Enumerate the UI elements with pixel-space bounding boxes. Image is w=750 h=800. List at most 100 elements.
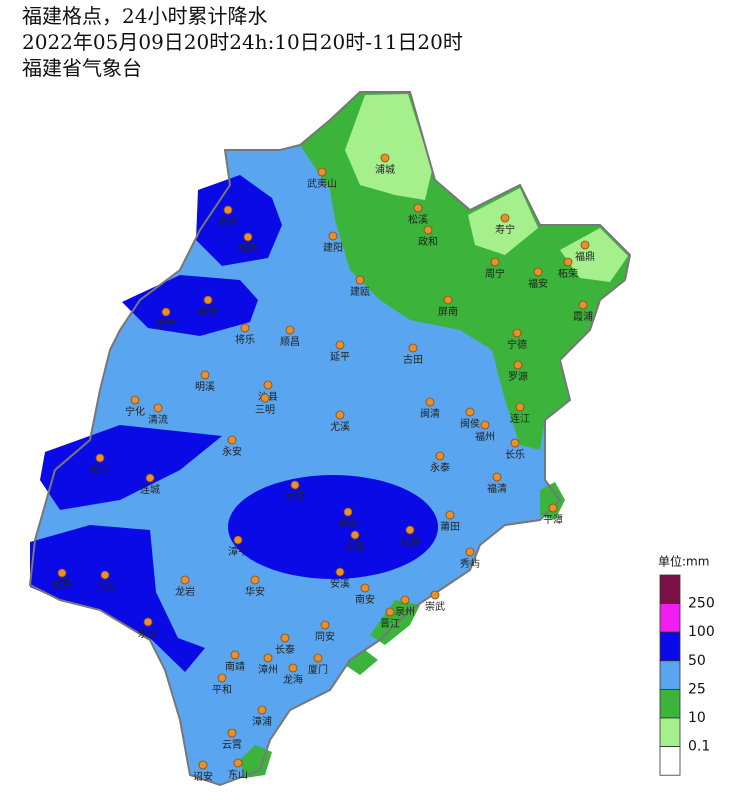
city-label: 长乐 — [505, 449, 525, 461]
city-dot — [317, 167, 327, 177]
city-label: 武平 — [52, 578, 72, 591]
city-label: 霞浦 — [573, 310, 593, 323]
city-label: 长汀 — [90, 464, 110, 476]
city-label: 古田 — [403, 353, 423, 366]
city-label: 罗源 — [508, 370, 528, 383]
dark-blue-area — [122, 275, 258, 336]
city-dot — [343, 507, 353, 517]
city-label: 永安 — [222, 445, 242, 458]
city-label: 华安 — [245, 585, 265, 598]
city-label: 漳州 — [258, 663, 278, 676]
city-dot — [350, 530, 360, 540]
city-dot — [328, 231, 338, 241]
city-label: 周宁 — [485, 267, 505, 280]
city-label: 泉州 — [395, 605, 415, 618]
city-dot — [510, 438, 520, 448]
city-dot — [580, 240, 590, 250]
city-dot — [335, 410, 345, 420]
city-dot — [435, 451, 445, 461]
city-label: 上杭 — [95, 580, 115, 593]
city-dot — [533, 267, 543, 277]
dark-blue-area — [30, 525, 205, 672]
city-dot — [490, 257, 500, 267]
rain-areas — [30, 92, 630, 785]
city-dot — [263, 653, 273, 663]
city-dot — [578, 300, 588, 310]
light-green-area — [345, 94, 432, 200]
city-dot — [465, 407, 475, 417]
dark-blue-area — [40, 425, 222, 510]
dark-blue-area — [228, 475, 438, 579]
city-dot — [285, 325, 295, 335]
city-dot — [57, 568, 67, 578]
city-label: 大田 — [285, 490, 305, 503]
city-dot — [95, 453, 105, 463]
city-dot — [280, 633, 290, 643]
city-label: 晋江 — [380, 618, 400, 630]
title-line: 2022年05月09日20时24h:10日20时-11日20时 — [22, 30, 463, 54]
city-dot — [335, 567, 345, 577]
city-label: 诏安 — [193, 770, 213, 783]
legend-swatch — [659, 746, 681, 776]
city-label: 宁德 — [507, 338, 527, 351]
city-dot — [385, 607, 395, 617]
city-label: 延平 — [330, 351, 350, 363]
city-dot — [313, 653, 323, 663]
city-dot — [423, 225, 433, 235]
city-label: 龙岩 — [175, 585, 195, 598]
city-dot — [130, 395, 140, 405]
city-label: 泰宁 — [198, 305, 218, 318]
city-dot — [443, 295, 453, 305]
legend-swatch — [659, 631, 681, 662]
city-dot — [240, 323, 250, 333]
city-label: 政和 — [418, 235, 438, 248]
city-dot — [430, 590, 440, 600]
city-dot — [257, 705, 267, 715]
city-label: 闽侯 — [460, 417, 480, 430]
city-dot — [563, 257, 573, 267]
city-label: 清流 — [148, 413, 168, 426]
city-label: 平和 — [212, 684, 232, 696]
city-dot — [405, 525, 415, 535]
city-label: 漳平 — [228, 545, 248, 558]
city-dot — [161, 307, 171, 317]
city-dot — [512, 328, 522, 338]
legend-label: 0.1 — [688, 739, 710, 755]
green-area — [240, 745, 272, 778]
green-area — [345, 650, 378, 675]
city-label: 将乐 — [235, 334, 255, 346]
city-label: 安溪 — [330, 577, 350, 590]
title-line: 福建格点，24小时累计降水 — [22, 4, 268, 28]
city-dot — [548, 503, 558, 513]
city-dot — [290, 480, 300, 490]
city-label: 同安 — [315, 630, 335, 643]
city-dot — [243, 232, 253, 242]
city-label: 闽清 — [420, 407, 440, 420]
title-line: 福建省气象台 — [22, 56, 142, 80]
city-dot — [445, 510, 455, 520]
city-label: 武夷山 — [307, 177, 337, 190]
legend-swatch — [659, 717, 681, 748]
city-dot — [335, 340, 345, 350]
legend-swatch — [659, 660, 681, 690]
city-dot — [360, 583, 370, 593]
city-label: 连城 — [140, 483, 160, 496]
city-label: 东山 — [228, 768, 248, 781]
city-label: 连江 — [510, 412, 530, 425]
city-label: 福安 — [528, 277, 548, 290]
city-label: 厦门 — [308, 663, 328, 676]
city-label: 崇武 — [425, 600, 445, 613]
legend-label: 10 — [688, 710, 706, 726]
city-label: 邵武 — [238, 242, 258, 255]
city-dot — [408, 343, 418, 353]
city-dot — [180, 575, 190, 585]
city-dot — [233, 535, 243, 545]
city-label: 寿宁 — [495, 223, 515, 236]
city-label: 永春 — [345, 540, 365, 553]
green-area — [540, 482, 565, 520]
legend-label: 25 — [688, 681, 706, 697]
city-label: 建瓯 — [350, 285, 370, 298]
city-dot — [100, 570, 110, 580]
